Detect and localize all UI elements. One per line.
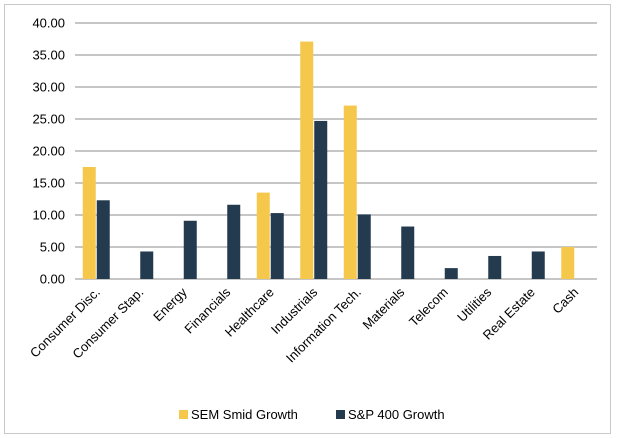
bar-s-p-400-growth-energy: [183, 220, 197, 279]
y-tick-label: 35.00: [32, 48, 65, 63]
x-tick-label-energy: Energy: [150, 284, 190, 324]
legend-swatch-sp-400-growth: [336, 410, 345, 419]
bar-s-p-400-growth-consumer-stap: [140, 251, 154, 279]
x-tick-label-telecom: Telecom: [406, 285, 451, 330]
x-tick-label-materials: Materials: [359, 284, 407, 332]
y-tick-label: 10.00: [32, 208, 65, 223]
y-tick-label: 40.00: [32, 16, 65, 31]
bar-s-p-400-growth-industrials: [314, 120, 328, 279]
bar-s-p-400-growth-materials: [401, 226, 415, 279]
bar-sem-smid-growth-cash: [561, 247, 575, 279]
y-tick-label: 15.00: [32, 176, 65, 191]
y-tick-label: 25.00: [32, 112, 65, 127]
y-tick-label: 5.00: [40, 240, 65, 255]
bar-s-p-400-growth-information-tech: [357, 214, 371, 279]
bar-sem-smid-growth-healthcare: [256, 192, 270, 279]
y-tick-label: 20.00: [32, 144, 65, 159]
legend-swatch-sem-smid-growth: [179, 410, 188, 419]
bar-s-p-400-growth-utilities: [488, 255, 502, 279]
bar-s-p-400-growth-financials: [227, 204, 241, 279]
legend-label-sp-400-growth: S&P 400 Growth: [348, 407, 445, 422]
bars: [82, 41, 575, 280]
bar-s-p-400-growth-consumer-disc: [96, 200, 110, 279]
x-axis-tick-labels: Consumer Disc.Consumer Stap. EnergyFinanc…: [27, 284, 581, 365]
x-tick-label-utilities: Utilities: [454, 284, 495, 325]
gridlines: [75, 22, 597, 280]
bar-sem-smid-growth-industrials: [300, 41, 314, 280]
y-tick-label: 30.00: [32, 80, 65, 95]
legend: SEM Smid Growth S&P 400 Growth: [179, 407, 445, 422]
x-tick-label-cash: Cash: [549, 285, 581, 317]
bar-sem-smid-growth-information-tech: [343, 105, 357, 279]
legend-label-sem-smid-growth: SEM Smid Growth: [191, 407, 298, 422]
x-tick-label-information-tech: Information Tech.: [283, 285, 364, 366]
bar-s-p-400-growth-healthcare: [270, 213, 284, 279]
bar-s-p-400-growth-real-estate: [531, 251, 545, 279]
y-axis-tick-labels: 0.00 5.00 10.00 15.00 20.00 25.00 30.00 35.00 40…: [32, 16, 65, 287]
bar-s-p-400-growth-telecom: [444, 268, 458, 279]
bar-sem-smid-growth-consumer-disc: [82, 167, 96, 279]
y-tick-label: 0.00: [40, 272, 65, 287]
